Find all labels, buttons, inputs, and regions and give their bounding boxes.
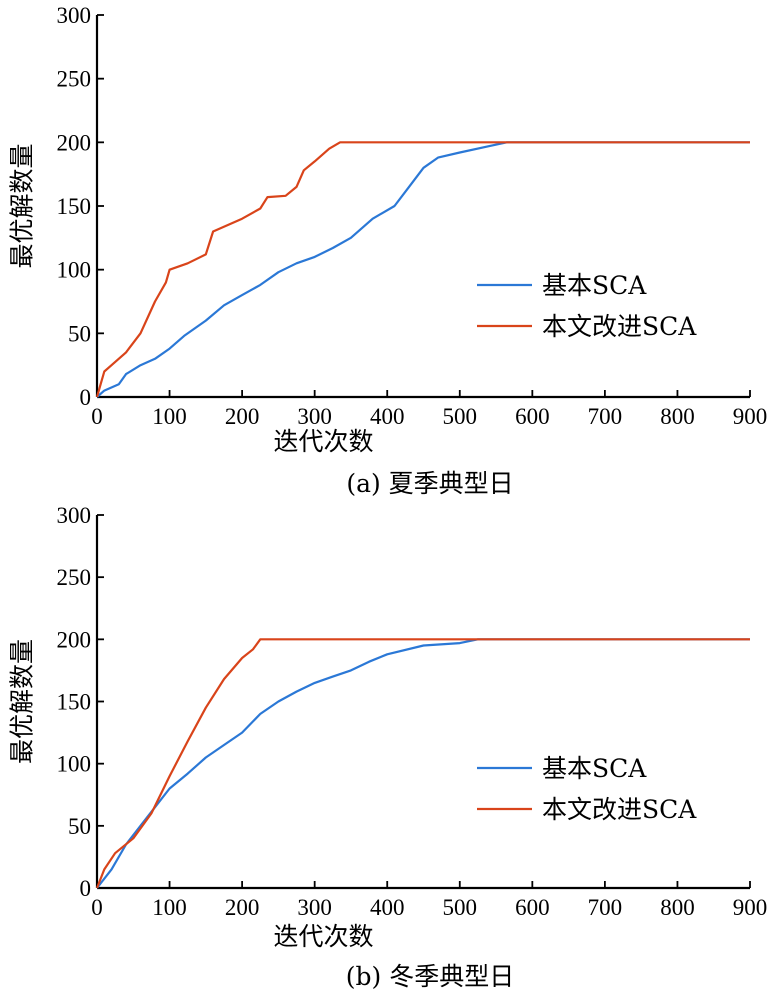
y-tick-label: 50 xyxy=(68,814,91,839)
y-tick-label: 0 xyxy=(80,385,92,410)
legend-label: 基本SCA xyxy=(542,271,647,300)
x-tick-label: 700 xyxy=(588,404,623,429)
x-tick-label: 800 xyxy=(660,404,695,429)
y-tick-label: 250 xyxy=(57,565,92,590)
x-axis-title: 迭代次数 xyxy=(273,922,373,951)
x-tick-label: 500 xyxy=(443,895,478,920)
x-tick-label: 400 xyxy=(370,404,405,429)
y-tick-label: 100 xyxy=(57,752,92,777)
x-tick-label: 100 xyxy=(152,895,187,920)
y-tick-label: 200 xyxy=(57,627,92,652)
x-tick-label: 0 xyxy=(91,404,103,429)
x-tick-label: 800 xyxy=(660,895,695,920)
series-line-improved-sca xyxy=(95,141,750,398)
y-axis-title: 最优解数量 xyxy=(8,639,37,764)
x-tick-label: 600 xyxy=(515,404,550,429)
y-tick-label: 0 xyxy=(80,876,92,901)
x-tick-label: 300 xyxy=(297,895,332,920)
panel-caption: (b) 冬季典型日 xyxy=(346,962,514,991)
y-tick-label: 150 xyxy=(57,690,92,715)
chart-panel-a: 0 50 100 150 200 250 300 0 100 200 300 400 500 600 700… xyxy=(8,3,768,498)
x-tick-label: 400 xyxy=(370,895,405,920)
y-tick-label: 100 xyxy=(57,258,92,283)
series-line-basic-sca xyxy=(96,638,750,889)
series-line-improved-sca xyxy=(95,638,750,889)
y-tick-label: 200 xyxy=(57,130,92,155)
x-tick-label: 900 xyxy=(733,895,768,920)
y-tick-label: 250 xyxy=(57,67,92,92)
x-tick-label: 200 xyxy=(225,895,260,920)
y-tick-label: 150 xyxy=(57,194,92,219)
legend-label: 本文改进SCA xyxy=(542,312,697,341)
y-axis-title: 最优解数量 xyxy=(8,143,37,268)
y-tick-label: 300 xyxy=(57,3,92,28)
x-tick-label: 300 xyxy=(297,404,332,429)
x-tick-label: 0 xyxy=(91,895,103,920)
x-tick-label: 500 xyxy=(443,404,478,429)
x-tick-label: 900 xyxy=(733,404,768,429)
panel-caption: (a) 夏季典型日 xyxy=(346,469,513,498)
x-tick-label: 200 xyxy=(225,404,260,429)
x-tick-label: 700 xyxy=(588,895,623,920)
chart-panel-b: 0 50 100 150 200 250 300 0 100 200 300 400 500 600 700… xyxy=(8,503,768,991)
series-line-basic-sca xyxy=(96,141,750,398)
x-tick-label: 600 xyxy=(515,895,550,920)
x-tick-label: 100 xyxy=(152,404,187,429)
legend-label: 本文改进SCA xyxy=(542,795,697,824)
x-axis-title: 迭代次数 xyxy=(273,427,373,456)
legend-label: 基本SCA xyxy=(542,754,647,783)
y-tick-label: 50 xyxy=(68,321,91,346)
y-tick-label: 300 xyxy=(57,503,92,528)
